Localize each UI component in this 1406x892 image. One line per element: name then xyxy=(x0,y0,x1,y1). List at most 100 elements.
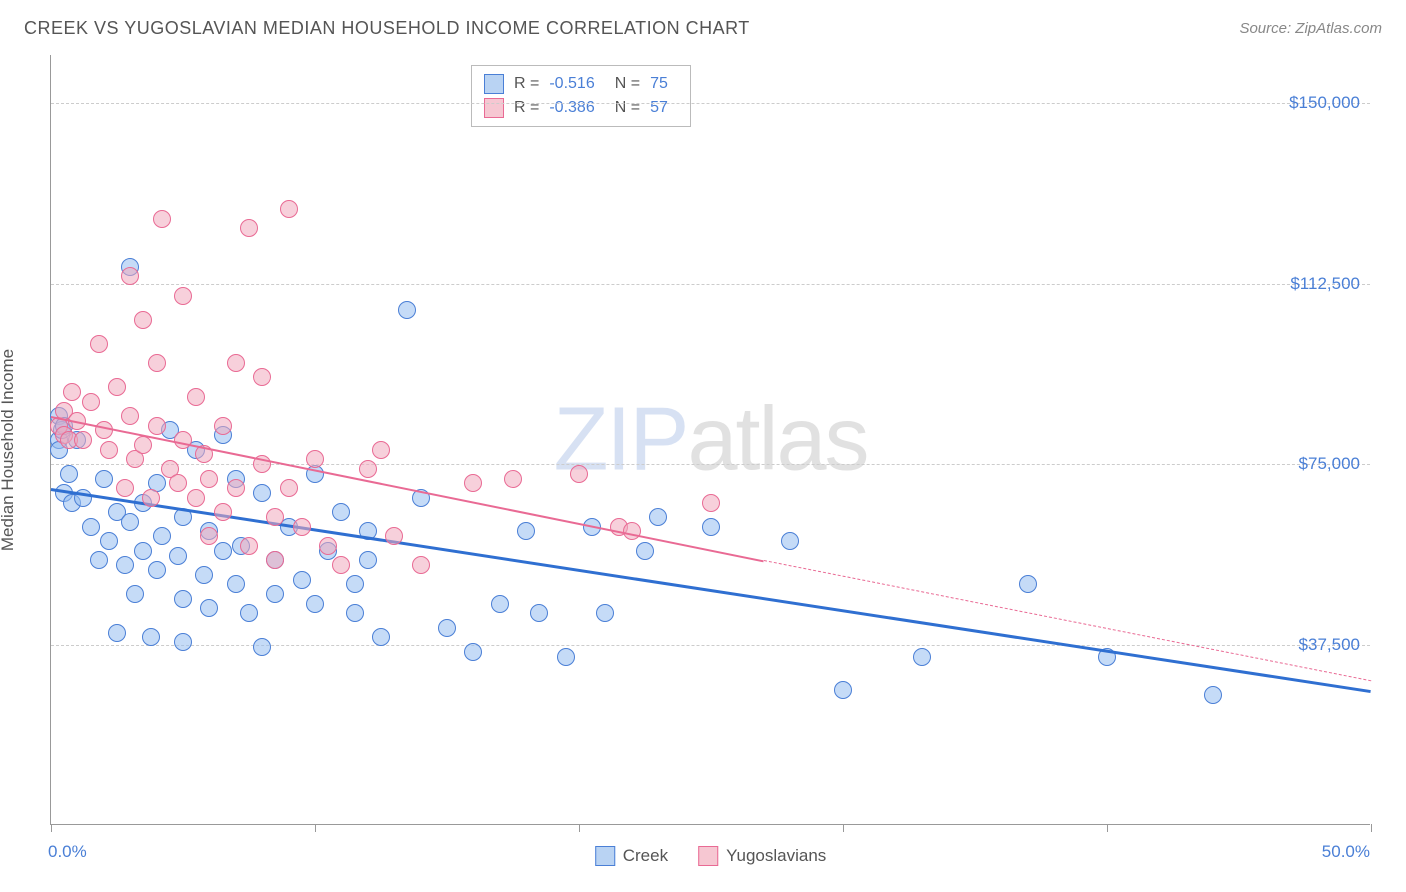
scatter-point xyxy=(530,604,548,622)
legend-row: R = -0.516 N = 75 xyxy=(484,72,678,96)
scatter-point xyxy=(108,624,126,642)
legend-label: Creek xyxy=(623,846,668,866)
scatter-point xyxy=(240,604,258,622)
scatter-point xyxy=(332,556,350,574)
scatter-point xyxy=(491,595,509,613)
legend-n-label: N = xyxy=(615,99,640,117)
scatter-point xyxy=(142,489,160,507)
y-tick-label: $37,500 xyxy=(1299,635,1360,655)
legend-series: Creek Yugoslavians xyxy=(595,846,827,866)
scatter-point xyxy=(100,441,118,459)
legend-correlation: R = -0.516 N = 75 R = -0.386N = 57 xyxy=(471,65,691,127)
scatter-point xyxy=(148,561,166,579)
legend-label: Yugoslavians xyxy=(726,846,826,866)
scatter-point xyxy=(95,470,113,488)
scatter-point xyxy=(412,556,430,574)
gridline xyxy=(51,103,1370,104)
scatter-point xyxy=(214,542,232,560)
legend-swatch xyxy=(698,846,718,866)
scatter-point xyxy=(504,470,522,488)
scatter-point xyxy=(169,474,187,492)
x-tick xyxy=(1107,824,1108,832)
legend-n-label: N = xyxy=(615,75,640,93)
scatter-point xyxy=(781,532,799,550)
scatter-point xyxy=(1019,575,1037,593)
scatter-point xyxy=(293,518,311,536)
chart-header: CREEK VS YUGOSLAVIAN MEDIAN HOUSEHOLD IN… xyxy=(24,18,1382,39)
scatter-point xyxy=(200,470,218,488)
x-tick xyxy=(51,824,52,832)
legend-n-value: 75 xyxy=(650,75,668,93)
y-axis-label: Median Household Income xyxy=(0,349,18,551)
scatter-point xyxy=(517,522,535,540)
x-tick xyxy=(315,824,316,832)
scatter-point xyxy=(227,479,245,497)
scatter-point xyxy=(253,638,271,656)
scatter-point xyxy=(116,479,134,497)
scatter-point xyxy=(82,518,100,536)
legend-r-value: -0.516 xyxy=(549,75,594,93)
watermark-atlas: atlas xyxy=(687,389,867,489)
scatter-point xyxy=(121,267,139,285)
scatter-point xyxy=(174,431,192,449)
scatter-point xyxy=(126,585,144,603)
scatter-point xyxy=(82,393,100,411)
scatter-point xyxy=(372,441,390,459)
scatter-point xyxy=(74,431,92,449)
scatter-point xyxy=(649,508,667,526)
scatter-point xyxy=(293,571,311,589)
scatter-point xyxy=(240,219,258,237)
scatter-point xyxy=(557,648,575,666)
scatter-point xyxy=(438,619,456,637)
gridline xyxy=(51,284,1370,285)
scatter-point xyxy=(570,465,588,483)
scatter-point xyxy=(596,604,614,622)
scatter-point xyxy=(913,648,931,666)
scatter-point xyxy=(121,513,139,531)
legend-item: Yugoslavians xyxy=(698,846,826,866)
scatter-point xyxy=(359,460,377,478)
scatter-point xyxy=(148,417,166,435)
scatter-point xyxy=(187,388,205,406)
scatter-point xyxy=(148,354,166,372)
scatter-point xyxy=(90,335,108,353)
scatter-point xyxy=(63,383,81,401)
legend-row: R = -0.386N = 57 xyxy=(484,96,678,120)
scatter-point xyxy=(174,590,192,608)
scatter-point xyxy=(346,575,364,593)
scatter-point xyxy=(174,633,192,651)
scatter-point xyxy=(359,551,377,569)
y-tick-label: $150,000 xyxy=(1289,93,1360,113)
scatter-point xyxy=(306,450,324,468)
plot-area: ZIPatlas R = -0.516N = 75R = -0.386N = 5… xyxy=(50,55,1370,825)
x-tick xyxy=(1371,824,1372,832)
scatter-point xyxy=(253,484,271,502)
scatter-point xyxy=(636,542,654,560)
legend-n-value: 57 xyxy=(650,99,668,117)
gridline xyxy=(51,645,1370,646)
scatter-point xyxy=(134,311,152,329)
scatter-point xyxy=(464,643,482,661)
gridline xyxy=(51,464,1370,465)
legend-r-label: R = xyxy=(514,99,539,117)
scatter-point xyxy=(200,527,218,545)
scatter-point xyxy=(280,479,298,497)
scatter-point xyxy=(266,551,284,569)
scatter-point xyxy=(346,604,364,622)
scatter-point xyxy=(372,628,390,646)
scatter-point xyxy=(214,417,232,435)
scatter-point xyxy=(116,556,134,574)
scatter-point xyxy=(60,465,78,483)
legend-item: Creek xyxy=(595,846,668,866)
scatter-point xyxy=(187,489,205,507)
trend-line xyxy=(764,560,1371,681)
x-axis-min-label: 0.0% xyxy=(48,842,87,862)
chart-source: Source: ZipAtlas.com xyxy=(1239,20,1382,37)
scatter-point xyxy=(834,681,852,699)
legend-r-label: R = xyxy=(514,75,539,93)
scatter-point xyxy=(319,537,337,555)
scatter-point xyxy=(90,551,108,569)
scatter-point xyxy=(398,301,416,319)
y-tick-label: $75,000 xyxy=(1299,454,1360,474)
scatter-point xyxy=(266,508,284,526)
